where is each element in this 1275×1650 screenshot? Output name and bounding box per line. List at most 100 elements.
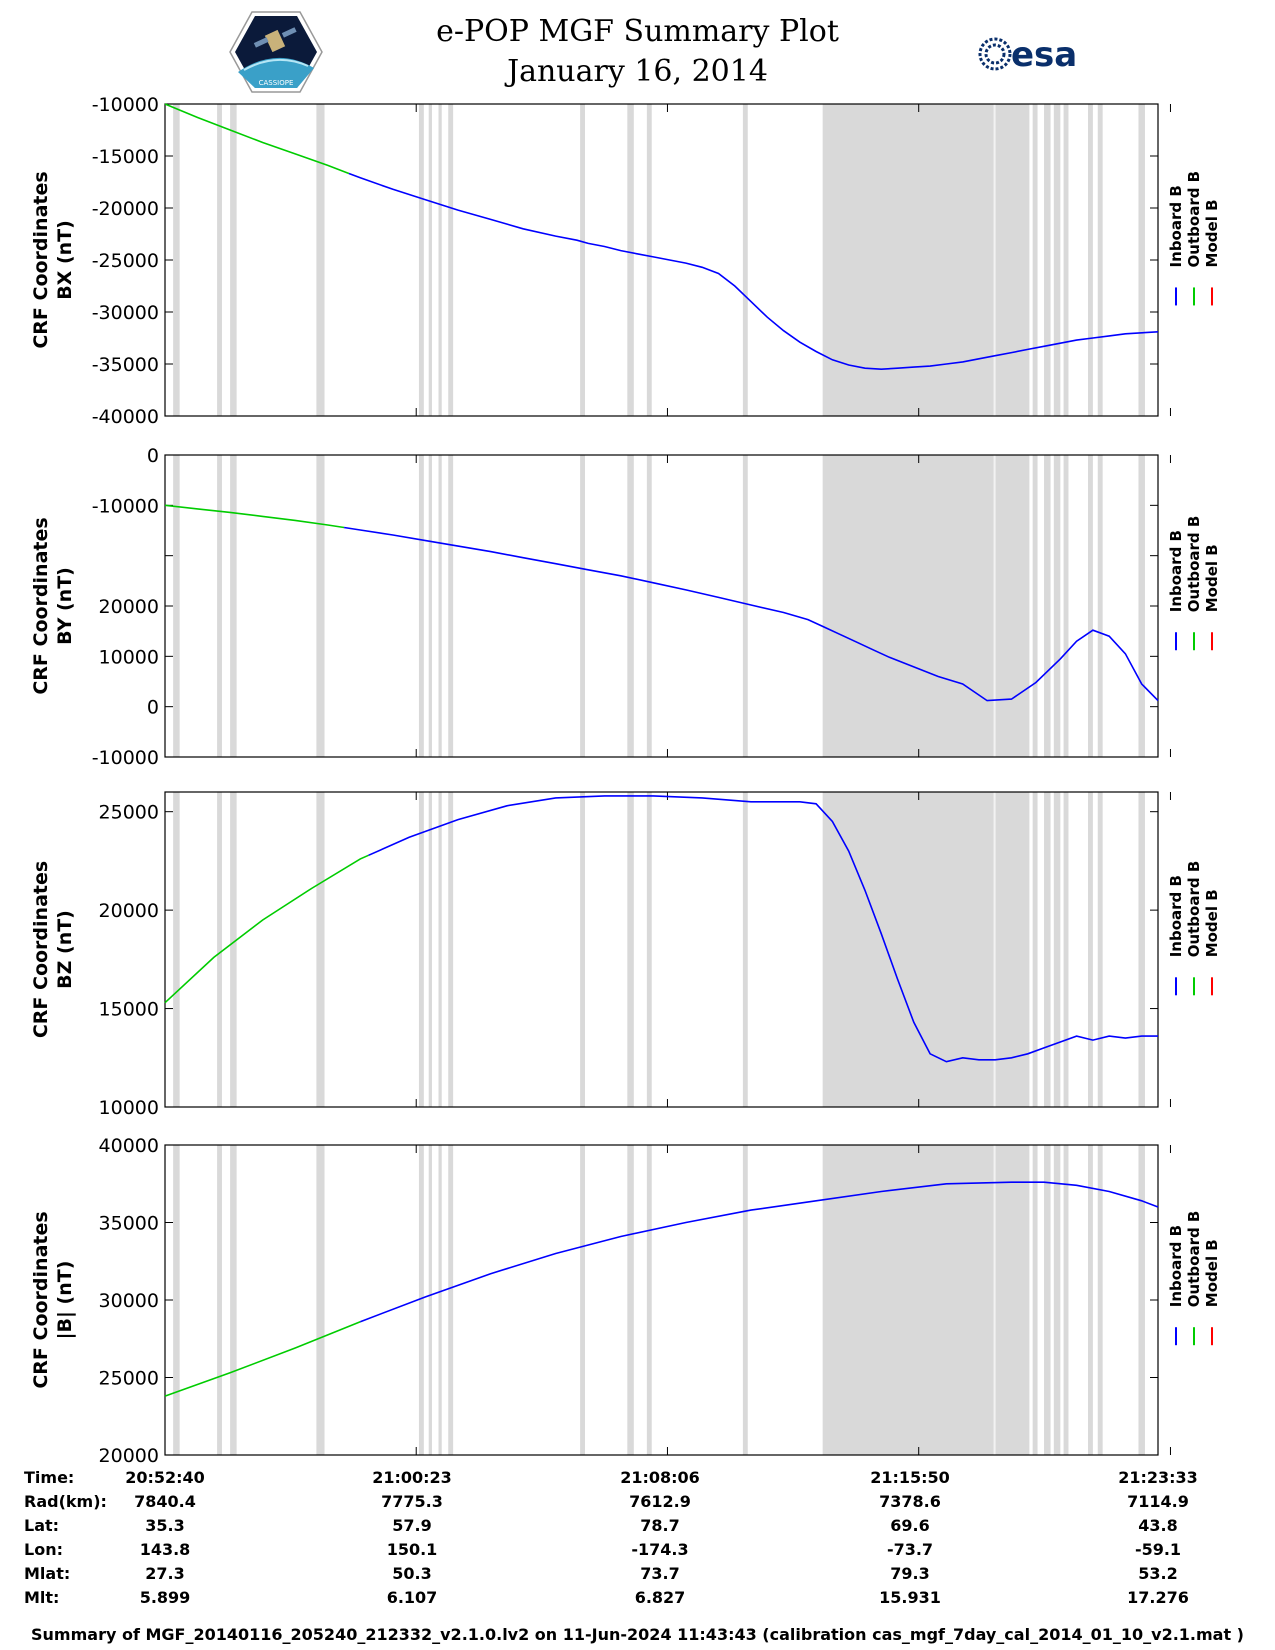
- data-gap-stripe: [418, 1145, 424, 1455]
- data-gap-stripe: [428, 792, 432, 1107]
- info-cell: 53.2: [1138, 1564, 1178, 1583]
- data-gap-stripe: [1138, 1145, 1145, 1455]
- legend-label-text: Inboard B: [1167, 530, 1185, 612]
- data-gap-stripe: [1088, 455, 1093, 757]
- data-gap-stripe: [438, 1145, 442, 1455]
- info-cell: 17.276: [1127, 1588, 1189, 1607]
- y-tick-label: -35000: [92, 354, 159, 376]
- data-gap-stripe: [418, 455, 424, 757]
- data-gap-stripe: [627, 792, 634, 1107]
- info-cell: 79.3: [890, 1564, 930, 1583]
- data-gap-region: [822, 104, 1030, 416]
- data-gap-stripe: [418, 792, 424, 1107]
- legend-label-text: Outboard B: [1185, 516, 1203, 613]
- footer-caption: Summary of MGF_20140116_205240_212332_v2…: [31, 1625, 1244, 1644]
- y-axis-label: CRF Coordinates BZ (nT): [30, 861, 76, 1038]
- info-cell: 7840.4: [134, 1492, 196, 1511]
- data-gap-region: [822, 1145, 1030, 1455]
- data-gap-stripe: [742, 792, 748, 1107]
- data-gap-stripe: [1044, 1145, 1051, 1455]
- data-gap-stripe: [316, 792, 325, 1107]
- data-gap-stripe: [1044, 792, 1051, 1107]
- data-gap-region: [822, 455, 1030, 757]
- y-tick-label: -30000: [92, 302, 159, 324]
- info-cell: 7775.3: [381, 1492, 443, 1511]
- data-gap-stripe: [217, 104, 222, 416]
- legend-label: Outboard B: [1185, 171, 1203, 268]
- plot-date: January 16, 2014: [507, 54, 768, 89]
- cassiope-mission-logo: CASSIOPE: [229, 11, 323, 93]
- data-gap-stripe: [316, 1145, 325, 1455]
- y-axis-label: CRF Coordinates BY (nT): [30, 517, 76, 694]
- data-gap-stripe: [1044, 104, 1051, 416]
- info-cell: 143.8: [139, 1540, 191, 1559]
- info-cell: 27.3: [145, 1564, 185, 1583]
- legend-label: Outboard B: [1185, 516, 1203, 613]
- y-tick-label: 25000: [99, 802, 159, 824]
- legend-label-text: Model B: [1203, 544, 1221, 612]
- data-gap-stripe: [1044, 455, 1051, 757]
- data-gap-stripe: [1088, 104, 1093, 416]
- legend-label-text: Inboard B: [1167, 1225, 1185, 1307]
- info-cell: 21:00:23: [372, 1468, 452, 1487]
- data-gap-stripe: [173, 104, 180, 416]
- y-tick-label: 15000: [99, 999, 159, 1021]
- data-gap-band: [993, 104, 996, 416]
- info-cell: 21:23:33: [1118, 1468, 1198, 1487]
- data-gap-stripe: [173, 455, 180, 757]
- legend-label-text: Model B: [1203, 889, 1221, 957]
- data-gap-stripe: [316, 104, 325, 416]
- data-gap-band: [993, 455, 996, 757]
- data-gap-stripe: [230, 792, 237, 1107]
- y-tick-label: 10000: [99, 646, 159, 668]
- data-gap-stripe: [217, 792, 222, 1107]
- y-axis-label-line2: BY (nT): [54, 567, 76, 645]
- data-gap-stripe: [173, 792, 180, 1107]
- y-tick-label: 0: [147, 445, 159, 467]
- legend-label-text: Model B: [1203, 199, 1221, 267]
- data-gap-stripe: [1032, 455, 1038, 757]
- legend-label-text: Inboard B: [1167, 875, 1185, 957]
- data-gap-stripe: [230, 455, 237, 757]
- legend-label-text: Model B: [1203, 1239, 1221, 1307]
- data-gap-stripe: [448, 455, 454, 757]
- series-line-outboard-b: [164, 504, 345, 529]
- data-gap-stripe: [580, 1145, 585, 1455]
- data-gap-stripe: [646, 455, 652, 757]
- series-line-inboard-b: [343, 526, 1159, 702]
- series-line-inboard-b: [360, 1181, 1159, 1323]
- data-gap-stripe: [1097, 455, 1103, 757]
- info-cell: 69.6: [890, 1516, 930, 1535]
- legend-label-text: Outboard B: [1185, 171, 1203, 268]
- y-tick-label: 25000: [99, 1368, 159, 1390]
- info-row-label: Lat:: [24, 1516, 60, 1535]
- data-gap-stripe: [316, 455, 325, 757]
- data-gap-stripe: [646, 104, 652, 416]
- info-cell: 6.107: [386, 1588, 438, 1607]
- data-gap-stripe: [1138, 455, 1145, 757]
- info-cell: 78.7: [640, 1516, 680, 1535]
- plot-title: e-POP MGF Summary Plot: [436, 14, 839, 49]
- data-gap-stripe: [627, 104, 634, 416]
- data-gap-stripe: [173, 1145, 180, 1455]
- y-axis-label-line2: |B| (nT): [54, 1261, 76, 1340]
- y-tick-label: -40000: [92, 406, 159, 428]
- legend-label: Inboard B: [1167, 875, 1185, 957]
- y-tick-label: 30000: [99, 1290, 159, 1312]
- info-cell: 50.3: [392, 1564, 432, 1583]
- y-tick-label: -15000: [92, 146, 159, 168]
- cassiope-logo-text: CASSIOPE: [259, 79, 294, 87]
- data-gap-stripe: [1053, 104, 1061, 416]
- series-line-outboard-b: [164, 103, 350, 175]
- legend-label-text: Outboard B: [1185, 1211, 1203, 1308]
- info-cell: 57.9: [392, 1516, 432, 1535]
- y-tick-label: 20000: [99, 900, 159, 922]
- data-gap-stripe: [580, 792, 585, 1107]
- y-axis-label-line1: CRF Coordinates: [30, 171, 52, 348]
- y-axis-label-line2: BZ (nT): [54, 910, 76, 989]
- data-gap-stripe: [1032, 792, 1038, 1107]
- legend-label: Model B: [1203, 889, 1221, 957]
- data-gap-stripe: [1063, 104, 1069, 416]
- data-gap-stripe: [1053, 1145, 1061, 1455]
